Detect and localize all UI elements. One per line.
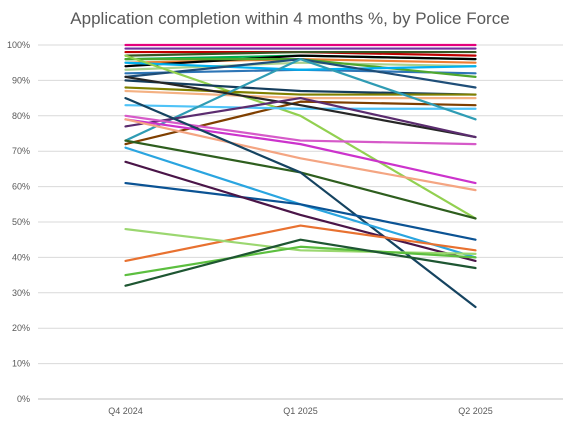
series-line-20: [124, 75, 477, 139]
y-tick-label: 40%: [12, 252, 30, 262]
series-lines: [124, 43, 477, 309]
series-line-7: [124, 54, 477, 68]
y-tick-label: 10%: [12, 359, 30, 369]
series-line-23: [124, 118, 477, 185]
series-line-32: [124, 245, 477, 277]
series-line-26: [124, 96, 477, 309]
series-line-29: [124, 160, 477, 263]
y-tick-label: 70%: [12, 146, 30, 156]
series-line-14: [124, 79, 477, 96]
x-tick-label: Q1 2025: [283, 406, 318, 416]
y-tick-label: 90%: [12, 75, 30, 85]
chart-title: Application completion within 4 months %…: [70, 9, 510, 28]
series-line-8: [124, 61, 477, 71]
y-tick-label: 80%: [12, 111, 30, 121]
series-line-11: [124, 61, 477, 71]
y-tick-label: 100%: [7, 40, 30, 50]
x-tick-label: Q4 2024: [108, 406, 143, 416]
series-line-17: [124, 100, 477, 146]
y-axis: 0% 10% 20% 30% 40% 50% 60% 70% 80% 90% 100%: [7, 40, 30, 404]
series-line-31: [124, 227, 477, 255]
y-tick-label: 20%: [12, 323, 30, 333]
series-line-28: [124, 181, 477, 241]
series-line-13: [124, 54, 477, 220]
y-tick-label: 50%: [12, 217, 30, 227]
series-line-27: [124, 146, 477, 259]
series-line-15: [124, 86, 477, 96]
series-line-33: [124, 238, 477, 287]
series-line-30: [124, 224, 477, 263]
y-tick-label: 60%: [12, 182, 30, 192]
series-line-4: [124, 50, 477, 57]
y-tick-label: 0%: [17, 394, 30, 404]
y-tick-label: 30%: [12, 288, 30, 298]
series-line-19: [124, 58, 477, 142]
x-tick-label: Q2 2025: [458, 406, 493, 416]
series-line-21: [124, 96, 477, 139]
x-axis: Q4 2024 Q1 2025 Q2 2025: [108, 406, 493, 416]
series-line-24: [124, 118, 477, 192]
series-line-18: [124, 104, 477, 110]
